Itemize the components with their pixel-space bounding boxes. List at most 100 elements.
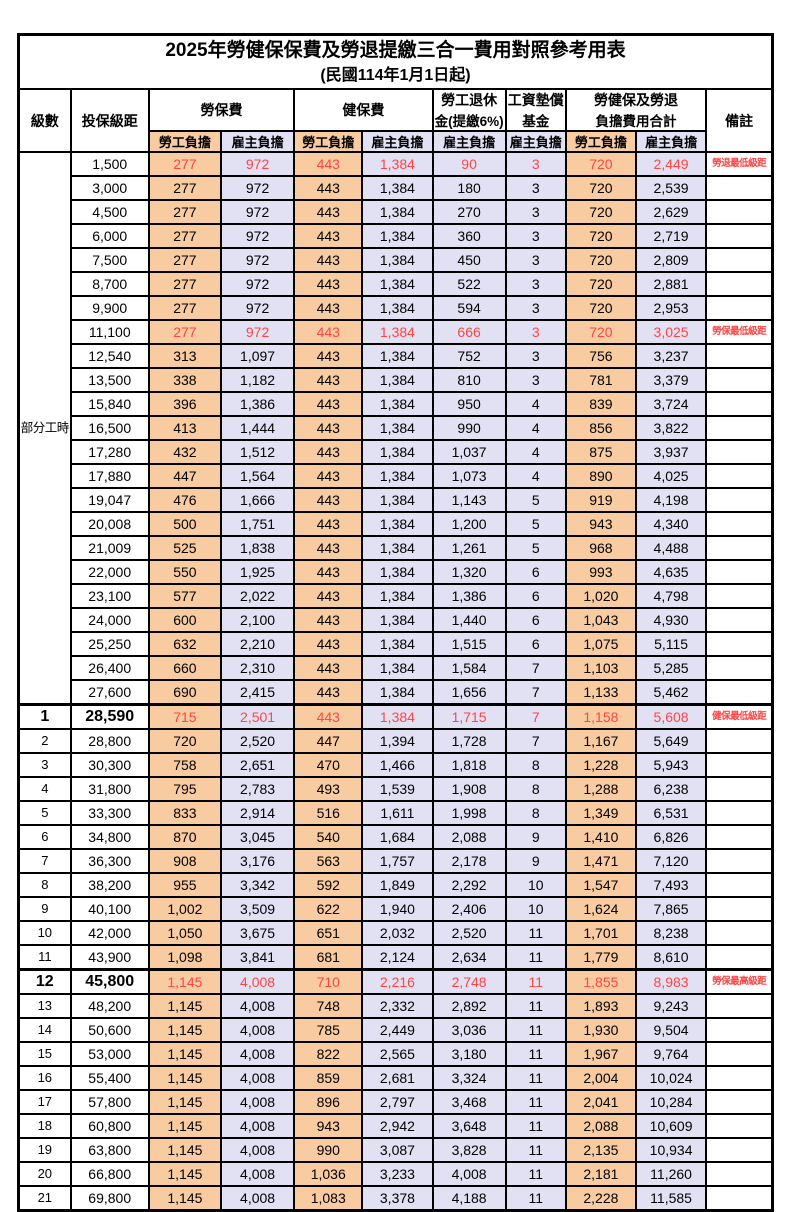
table-row: 10 42,000 1,050 3,675 651 2,032 2,520 11 1,701 8,… xyxy=(17,920,774,946)
cell-health-ins-employer: 1,384 xyxy=(361,679,434,706)
cell-wage-fund-employer: 7 xyxy=(504,728,567,754)
cell-wage-fund-employer: 6 xyxy=(504,559,567,585)
cell-remark xyxy=(705,487,774,513)
cell-level: 17 xyxy=(17,1089,72,1115)
header-total-employer-share: 雇主負擔 xyxy=(634,130,708,153)
cell-pension-employer: 2,892 xyxy=(431,993,507,1019)
cell-health-ins-employer: 1,384 xyxy=(361,319,434,345)
cell-labor-ins-employer: 4,008 xyxy=(219,1161,296,1187)
table-row: 16 55,400 1,145 4,008 859 2,681 3,324 11 2,004 10… xyxy=(17,1065,774,1091)
cell-total-employee: 943 xyxy=(564,511,637,537)
table-row: 8,700 277 972 443 1,384 522 3 720 2,881 xyxy=(19,271,774,297)
cell-total-employer: 9,243 xyxy=(634,993,708,1019)
cell-pension-employer: 1,386 xyxy=(431,583,507,609)
table-row: 12,540 313 1,097 443 1,384 752 3 756 3,237 xyxy=(19,343,774,369)
cell-total-employer: 5,462 xyxy=(634,679,708,706)
cell-health-ins-employer: 3,087 xyxy=(361,1137,434,1163)
cell-total-employer: 3,724 xyxy=(634,391,708,417)
cell-total-employee: 839 xyxy=(564,391,637,417)
cell-total-employer: 4,488 xyxy=(634,535,708,561)
cell-labor-ins-employer: 1,182 xyxy=(219,367,296,393)
cell-labor-ins-employee: 690 xyxy=(147,679,222,706)
table-row: 20 66,800 1,145 4,008 1,036 3,233 4,008 11 2,181… xyxy=(17,1161,774,1187)
header-labor-employer-share: 雇主負擔 xyxy=(219,130,296,153)
cell-labor-ins-employer: 972 xyxy=(219,271,296,297)
cell-health-ins-employer: 1,539 xyxy=(361,776,434,802)
cell-total-employee: 2,004 xyxy=(564,1065,637,1091)
cell-insured-bracket: 42,000 xyxy=(69,920,150,946)
cell-total-employer: 2,629 xyxy=(634,199,708,225)
cell-remark xyxy=(705,367,774,393)
cell-total-employer: 4,930 xyxy=(634,607,708,633)
cell-pension-employer: 1,728 xyxy=(431,728,507,754)
cell-labor-ins-employer: 2,501 xyxy=(219,703,296,730)
cell-wage-fund-employer: 9 xyxy=(504,824,567,850)
cell-labor-ins-employee: 715 xyxy=(147,703,222,730)
cell-wage-fund-employer: 3 xyxy=(504,223,567,249)
cell-remark xyxy=(705,223,774,249)
cell-health-ins-employee: 651 xyxy=(293,920,364,946)
cell-level: 8 xyxy=(17,872,72,898)
cell-pension-employer: 90 xyxy=(431,151,507,177)
cell-labor-ins-employee: 396 xyxy=(147,391,222,417)
cell-insured-bracket: 63,800 xyxy=(69,1137,150,1163)
cell-remark xyxy=(705,1017,774,1043)
cell-level: 7 xyxy=(17,848,72,874)
cell-insured-bracket: 16,500 xyxy=(69,415,150,441)
cell-labor-ins-employer: 4,008 xyxy=(219,1089,296,1115)
cell-labor-ins-employer: 3,342 xyxy=(219,872,296,898)
cell-health-ins-employee: 443 xyxy=(293,367,364,393)
cell-wage-fund-employer: 11 xyxy=(504,1185,567,1212)
cell-health-ins-employer: 1,684 xyxy=(361,824,434,850)
cell-pension-employer: 594 xyxy=(431,295,507,321)
cell-wage-fund-employer: 4 xyxy=(504,439,567,465)
cell-labor-ins-employer: 4,008 xyxy=(219,1113,296,1139)
cell-total-employee: 720 xyxy=(564,319,637,345)
cell-insured-bracket: 31,800 xyxy=(69,776,150,802)
cell-insured-bracket: 25,250 xyxy=(69,631,150,657)
cell-insured-bracket: 23,100 xyxy=(69,583,150,609)
cell-labor-ins-employer: 1,838 xyxy=(219,535,296,561)
cell-labor-ins-employer: 2,310 xyxy=(219,655,296,681)
table-row: 2 28,800 720 2,520 447 1,394 1,728 7 1,167 5,649 xyxy=(17,728,774,754)
cell-remark xyxy=(705,511,774,537)
cell-pension-employer: 3,468 xyxy=(431,1089,507,1115)
cell-total-employer: 3,379 xyxy=(634,367,708,393)
cell-remark xyxy=(705,199,774,225)
fee-reference-table: 2025年勞健保保費及勞退提繳三合一費用對照參考用表 (民國114年1月1日起)… xyxy=(17,33,774,1212)
cell-labor-ins-employer: 4,008 xyxy=(219,993,296,1019)
cell-labor-ins-employer: 4,008 xyxy=(219,1065,296,1091)
cell-pension-employer: 4,008 xyxy=(431,1161,507,1187)
cell-remark xyxy=(705,1113,774,1139)
cell-total-employee: 1,893 xyxy=(564,993,637,1019)
cell-level: 9 xyxy=(17,896,72,922)
cell-health-ins-employer: 1,384 xyxy=(361,223,434,249)
cell-labor-ins-employee: 1,145 xyxy=(147,1113,222,1139)
cell-health-ins-employee: 443 xyxy=(293,415,364,441)
cell-total-employer: 4,340 xyxy=(634,511,708,537)
cell-total-employer: 7,493 xyxy=(634,872,708,898)
cell-labor-ins-employee: 432 xyxy=(147,439,222,465)
cell-labor-ins-employer: 1,751 xyxy=(219,511,296,537)
cell-labor-ins-employee: 277 xyxy=(147,247,222,273)
cell-labor-ins-employee: 908 xyxy=(147,848,222,874)
cell-health-ins-employer: 1,384 xyxy=(361,607,434,633)
cell-wage-fund-employer: 11 xyxy=(504,1041,567,1067)
cell-total-employer: 5,285 xyxy=(634,655,708,681)
cell-health-ins-employer: 1,384 xyxy=(361,511,434,537)
cell-health-ins-employer: 1,394 xyxy=(361,728,434,754)
cell-remark: 勞保最高級距 xyxy=(705,968,774,995)
cell-wage-fund-employer: 3 xyxy=(504,343,567,369)
cell-health-ins-employer: 1,384 xyxy=(361,247,434,273)
cell-level: 10 xyxy=(17,920,72,946)
cell-labor-ins-employee: 1,145 xyxy=(147,968,222,995)
cell-wage-fund-employer: 11 xyxy=(504,944,567,971)
cell-health-ins-employee: 443 xyxy=(293,271,364,297)
table-row: 24,000 600 2,100 443 1,384 1,440 6 1,043 4,930 xyxy=(19,607,774,633)
cell-wage-fund-employer: 3 xyxy=(504,295,567,321)
cell-total-employer: 6,531 xyxy=(634,800,708,826)
cell-total-employee: 919 xyxy=(564,487,637,513)
cell-health-ins-employer: 1,384 xyxy=(361,463,434,489)
table-row: 1 28,590 715 2,501 443 1,384 1,715 7 1,158 5,608 健… xyxy=(17,703,774,730)
cell-insured-bracket: 69,800 xyxy=(69,1185,150,1212)
